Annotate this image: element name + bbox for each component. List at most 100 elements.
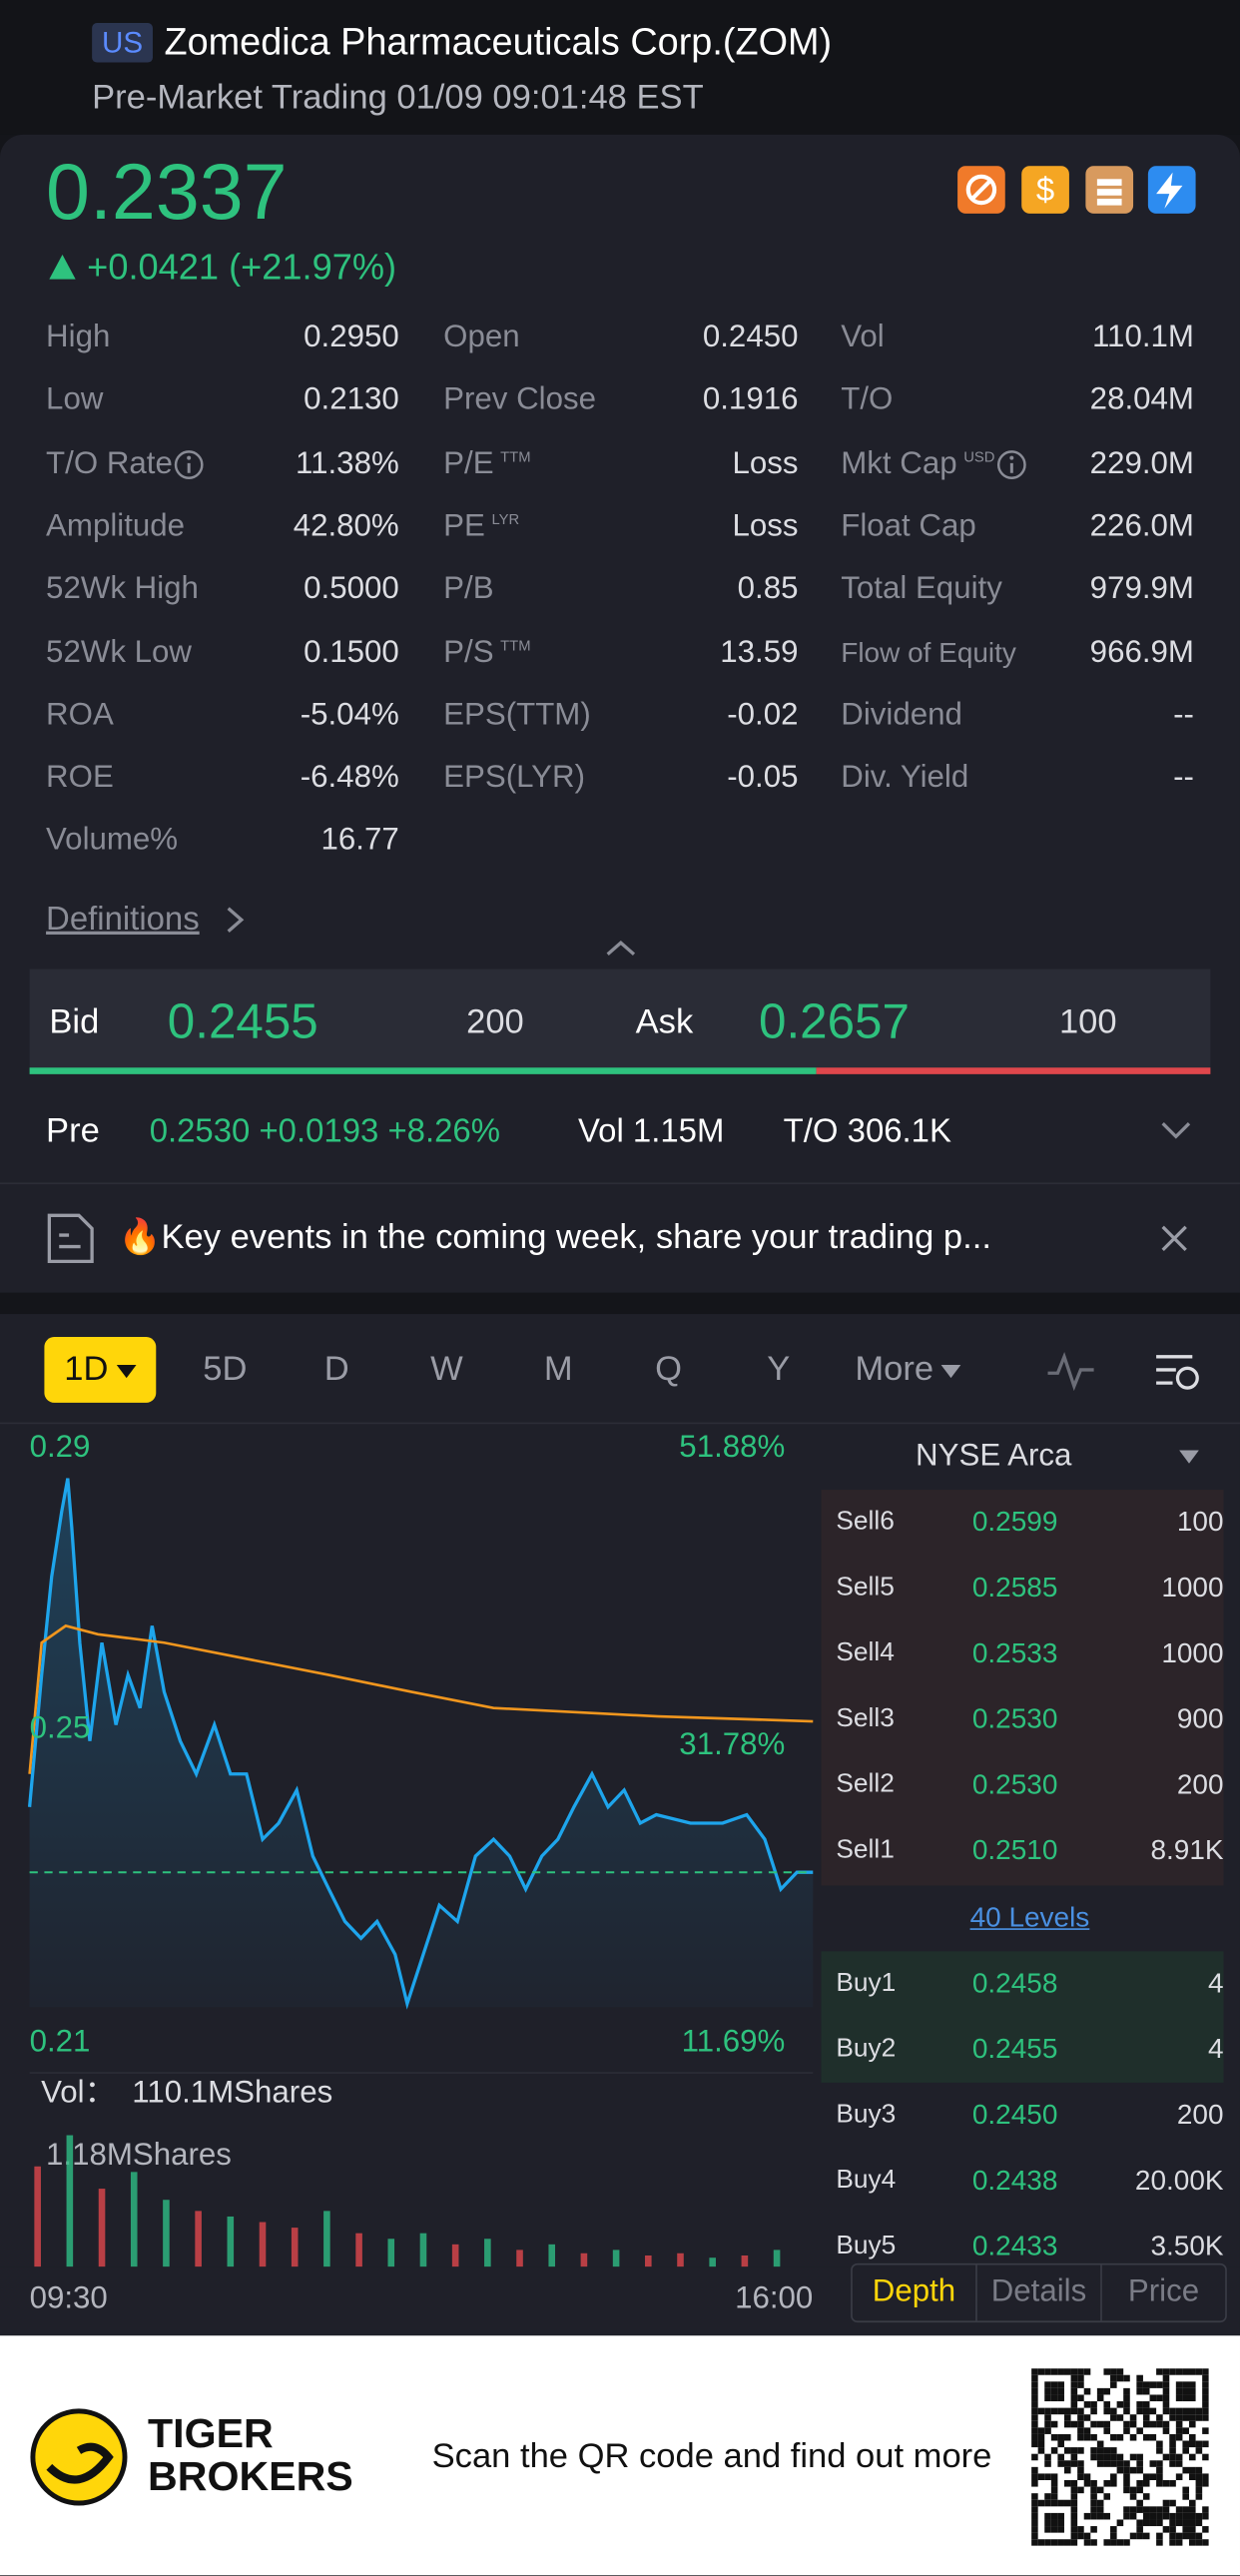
qr-module <box>1090 2401 1097 2408</box>
qr-module <box>1103 2512 1111 2520</box>
qr-module <box>1142 2519 1150 2527</box>
last-price: 0.2337 <box>46 149 288 237</box>
stat-label: Dividend <box>841 696 962 735</box>
stat-label-text: Div. Yield <box>841 760 969 796</box>
period-tab[interactable]: M <box>543 1350 573 1389</box>
qr-module <box>1142 2420 1150 2428</box>
book-tab[interactable]: Details <box>975 2264 1100 2321</box>
book-price: 0.2458 <box>971 1967 1058 2000</box>
qr-module <box>1162 2506 1170 2513</box>
chevron-right <box>227 907 245 933</box>
qr-module <box>1182 2512 1190 2520</box>
qr-module <box>1044 2519 1051 2527</box>
period-tab[interactable]: Y <box>767 1350 791 1389</box>
period-tab[interactable]: More <box>851 1337 965 1403</box>
qr-module <box>1175 2427 1183 2434</box>
qr-module <box>1182 2526 1190 2533</box>
qr-module <box>1070 2394 1078 2402</box>
qr-module <box>1142 2433 1150 2441</box>
qr-module <box>1189 2433 1196 2441</box>
qr-module <box>1070 2460 1078 2467</box>
stat-label-text: EPS(LYR) <box>443 760 586 796</box>
qr-module <box>1070 2374 1078 2382</box>
qr-module <box>1162 2512 1170 2520</box>
book-size: 1000 <box>1161 1572 1224 1604</box>
qr-module <box>1070 2401 1078 2408</box>
qr-module <box>1050 2387 1058 2395</box>
bid-label: Bid <box>49 1003 100 1041</box>
stat-label: Div. Yield <box>841 759 968 798</box>
qr-module <box>1123 2401 1130 2408</box>
qr-module <box>1070 2506 1078 2513</box>
stat-label-text: Volume% <box>46 823 179 859</box>
book-tab[interactable]: Price <box>1100 2264 1225 2321</box>
period-tab[interactable]: W <box>430 1350 463 1389</box>
news-bar[interactable] <box>0 1182 1240 1293</box>
volume-bar <box>419 2233 427 2267</box>
bid-size: 200 <box>466 1003 524 1041</box>
news-text[interactable]: 🔥Key events in the coming week, share yo… <box>118 1218 991 1257</box>
book-side: Buy1 <box>836 1969 897 1998</box>
qr-module <box>1156 2466 1163 2474</box>
qr-module <box>1202 2453 1209 2461</box>
qr-module <box>1050 2479 1058 2487</box>
tab-dropdown[interactable] <box>116 1363 137 1379</box>
qr-module <box>1202 2526 1209 2533</box>
book-side: Sell1 <box>836 1836 895 1865</box>
qr-module <box>1136 2499 1143 2507</box>
qr-module <box>1050 2394 1058 2402</box>
period-tab[interactable]: 1D <box>44 1337 157 1403</box>
stat-value: -0.05 <box>727 760 799 796</box>
qr-module <box>1162 2381 1170 2388</box>
book-tab[interactable]: Depth <box>872 2274 956 2309</box>
qr-module <box>1031 2539 1038 2546</box>
qr-module <box>1123 2460 1130 2467</box>
definitions-link[interactable]: Definitions <box>46 902 200 939</box>
volume-bar <box>259 2222 267 2267</box>
qr-module <box>1031 2368 1038 2375</box>
period-tab[interactable]: 5D <box>203 1350 248 1389</box>
exchange-dropdown[interactable] <box>1179 1449 1199 1465</box>
qr-module <box>1156 2394 1163 2402</box>
ask-label: Ask <box>635 1003 694 1041</box>
qr-module <box>1096 2394 1104 2402</box>
stat-label: Volume% <box>46 822 178 861</box>
qr-module <box>1090 2407 1097 2415</box>
qr-module <box>1182 2414 1190 2421</box>
chart-tools[interactable] <box>1044 1350 1209 1393</box>
qr-module <box>1110 2374 1117 2382</box>
volume-bar <box>612 2250 620 2267</box>
qr-module <box>1037 2473 1045 2480</box>
stat-value: -0.02 <box>727 697 799 733</box>
close-news[interactable] <box>1159 1224 1189 1254</box>
qr-module <box>1175 2414 1183 2421</box>
qr-module <box>1195 2479 1203 2487</box>
qr-module <box>1142 2506 1150 2513</box>
exchange[interactable]: NYSE Arca <box>916 1439 1072 1474</box>
expand[interactable] <box>1159 1118 1192 1141</box>
qr-module <box>1202 2440 1209 2448</box>
qr-module <box>1110 2453 1117 2461</box>
qr-module <box>1057 2381 1064 2388</box>
qr-module <box>1123 2407 1130 2415</box>
info-icon[interactable] <box>995 447 1028 480</box>
info-icon[interactable] <box>173 447 206 480</box>
qr-module <box>1103 2493 1111 2500</box>
svg-text:$: $ <box>1036 171 1054 208</box>
stat-label: EPS(LYR) <box>443 759 585 798</box>
stat-label-text: P/E <box>443 445 494 481</box>
qr-module <box>1162 2420 1170 2428</box>
tab-dropdown[interactable] <box>941 1363 962 1379</box>
volume-bar <box>66 2135 74 2267</box>
collapse[interactable] <box>604 938 637 958</box>
stat-value: 229.0M <box>1089 445 1194 481</box>
levels-link[interactable]: 40 Levels <box>969 1901 1090 1934</box>
qr-module <box>1136 2486 1143 2494</box>
avg-line <box>28 1623 814 1774</box>
stat-value: -5.04% <box>300 697 399 733</box>
period-tab[interactable]: Q <box>655 1350 682 1389</box>
volume-total: 110.1MShares <box>132 2075 332 2110</box>
period-tab[interactable]: D <box>323 1350 349 1389</box>
stat-label: T/O <box>841 381 893 420</box>
qr-module <box>1057 2512 1064 2520</box>
